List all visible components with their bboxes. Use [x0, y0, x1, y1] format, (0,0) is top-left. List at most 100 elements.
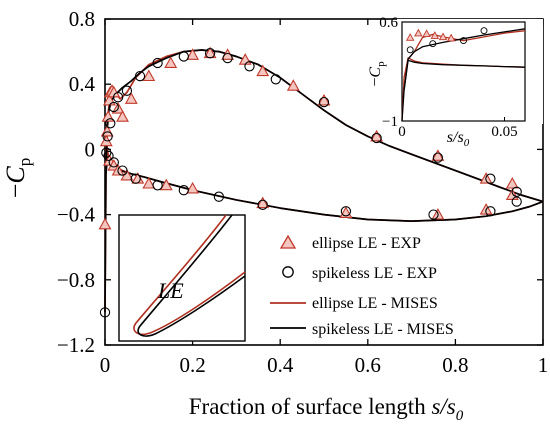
ellipse-exp-point — [142, 176, 156, 189]
inset-spikeless-lower-line — [403, 59, 526, 91]
ellipse-exp-point — [238, 53, 252, 65]
spikeless-exp-point — [204, 48, 216, 59]
legend-label-ellipse-exp: ellipse LE - EXP — [312, 235, 421, 252]
inset-top-right: 0 0.05 0.6 −1 −Cp s/s0 — [367, 15, 543, 149]
inset-le-spikeless-contour — [137, 214, 246, 337]
ellipse-exp-point — [256, 196, 270, 209]
legend-entry-spikeless-exp: spikeless LE - EXP — [282, 265, 437, 282]
legend-label-ellipse-mises: ellipse LE - MISES — [312, 295, 438, 312]
spikeless-exp-point — [432, 152, 444, 163]
spikeless-exp-point — [257, 199, 268, 210]
ellipse-exp-point — [98, 217, 112, 230]
spikeless-exp-point — [485, 173, 496, 184]
x-tick-label: 0.6 — [355, 353, 381, 377]
ellipse-exp-point — [142, 69, 156, 82]
spikeless-exp-point — [511, 186, 522, 197]
ellipse-exp-point — [317, 93, 331, 106]
ellipse-exp-point — [186, 181, 200, 194]
spikeless-exp-point — [244, 61, 255, 72]
spikeless-exp-point — [152, 180, 163, 191]
spikeless-exp-point — [222, 52, 233, 64]
inset-markers — [405, 27, 488, 54]
y-axis-label: −Cp — [1, 158, 34, 199]
spikeless-exp-point — [178, 51, 189, 62]
legend-label-spikeless-mises: spikeless LE - MISES — [312, 321, 454, 338]
ellipse-exp-point — [256, 64, 270, 77]
spikeless-exp-point — [371, 132, 382, 144]
inset-x-tick-label: 0.05 — [491, 124, 517, 140]
x-tick-label: 0.4 — [267, 353, 294, 377]
ellipse-exp-point — [286, 79, 300, 91]
inset-ellipse-exp-point — [405, 33, 415, 41]
inset-y-axis-label: −Cp — [367, 61, 387, 87]
inset-leading-edge: LE — [118, 214, 246, 342]
inset-ellipse-exp-point — [414, 28, 423, 37]
y-tick-label: −0.8 — [57, 268, 95, 292]
y-tick-label: 0.4 — [69, 72, 96, 96]
inset-top-right-background — [397, 19, 543, 124]
spikeless-exp-point — [511, 196, 522, 207]
spikeless-exp-point — [428, 209, 439, 220]
ellipse-exp-point — [164, 56, 178, 68]
y-tick-label: −0.4 — [57, 203, 96, 227]
ellipse-exp-point — [505, 176, 519, 189]
legend-entry-ellipse-mises: ellipse LE - MISES — [270, 295, 438, 312]
spikeless-exp-point — [178, 185, 189, 196]
ellipse-exp-point — [431, 149, 445, 161]
spikeless-exp-point — [318, 96, 330, 108]
ellipse-exp-point — [116, 110, 129, 122]
spikeless-exp-point — [99, 307, 111, 318]
spikeless-exp-point — [270, 74, 281, 85]
inset-ellipse-exp-point — [446, 33, 456, 42]
legend-label-spikeless-exp: spikeless LE - EXP — [312, 265, 437, 282]
spikeless-exp-point — [101, 147, 112, 158]
spikeless-exp-point — [213, 191, 225, 202]
inset-spikeless-exp-point — [460, 37, 467, 45]
spikeless-exp-point — [152, 57, 163, 69]
legend-entry-ellipse-exp: ellipse LE - EXP — [279, 234, 421, 252]
ellipse-mises-lower-line — [105, 141, 544, 222]
x-tick-label: 0.8 — [442, 353, 468, 377]
spikeless-exp-point — [134, 70, 146, 82]
x-tick-label: 0.2 — [179, 353, 205, 377]
inset-spikeless-exp-point — [429, 40, 437, 48]
spikeless-exp-point — [340, 206, 352, 217]
y-tick-label: 0.8 — [69, 7, 95, 31]
inset-y-tick-label: 0.6 — [379, 15, 398, 31]
spikeless-exp-point — [105, 118, 116, 129]
legend-entry-spikeless-mises: spikeless LE - MISES — [270, 321, 454, 338]
inset-le-label: LE — [157, 278, 184, 303]
spikeless-exp-point — [103, 150, 114, 162]
x-tick-label: 0 — [100, 353, 111, 377]
inset-le-ellipse-contour — [133, 214, 246, 336]
inset-curves — [401, 28, 526, 122]
inset-top-right-frame — [401, 21, 526, 122]
inset-ellipse-exp-point — [438, 32, 448, 41]
x-axis-label: Fraction of surface length s/s0 — [189, 394, 464, 424]
spikeless-exp-point — [102, 131, 113, 142]
spikeless-exp-point — [130, 173, 141, 184]
spikeless-exp-point — [108, 157, 119, 168]
inset-spikeless-exp-point — [480, 27, 488, 35]
ellipse-exp-point — [370, 129, 384, 142]
main-axis-ticks: 0 0.2 0.4 0.6 0.8 1 0.8 0.4 0 −0.4 −0.8 −1.2 — [57, 7, 548, 377]
main-markers — [98, 46, 522, 318]
inset-spikeless-exp-point — [406, 46, 414, 54]
x-tick-label: 1 — [538, 353, 549, 377]
legend: ellipse LE - EXP spikeless LE - EXP elli… — [270, 234, 454, 338]
spikeless-exp-point — [112, 92, 124, 103]
spikeless-exp-point — [108, 101, 119, 113]
legend-circle-marker — [282, 266, 294, 278]
inset-ellipse-exp-point — [422, 29, 431, 38]
y-tick-label: −1.2 — [57, 333, 95, 357]
spikeless-exp-point — [117, 165, 128, 176]
spikeless-exp-point — [485, 206, 496, 217]
legend-triangle-marker — [279, 234, 297, 249]
inset-y-tick-label: −1 — [382, 114, 398, 130]
spikeless-exp-point — [121, 85, 133, 96]
y-tick-label: 0 — [85, 137, 96, 161]
ellipse-exp-point — [186, 48, 200, 60]
inset-ellipse-exp-point — [430, 31, 440, 39]
ellipse-exp-point — [124, 92, 138, 104]
